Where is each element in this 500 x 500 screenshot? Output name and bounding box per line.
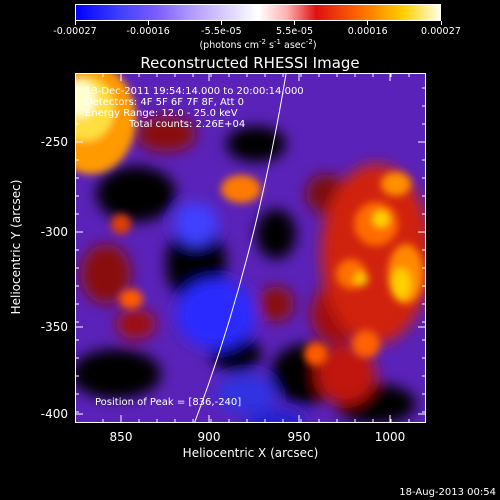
plot-title: Reconstructed RHESSI Image — [140, 54, 360, 72]
time-range-text: 13-Dec-2011 19:54:14.000 to 20:00:14.000 — [85, 86, 304, 97]
colorbar-tick — [220, 21, 222, 25]
colorbar-tick — [74, 21, 76, 25]
colorbar-tick-label: 0.00016 — [347, 26, 388, 37]
y-tick-label: -400 — [40, 407, 68, 421]
colorbar-tick — [440, 21, 442, 25]
x-tick-label: 850 — [109, 430, 133, 444]
colorbar-tick-label: 5.5e-05 — [276, 26, 314, 37]
colorbar-tick-label: -5.5e-05 — [201, 26, 242, 37]
colorbar-tick-label: 0.00027 — [421, 26, 461, 37]
y-tick-label: -300 — [40, 225, 68, 239]
total-counts-text: Total counts: 2.26E+04 — [129, 119, 246, 130]
colorbar-tick-label: -0.00016 — [126, 26, 170, 37]
colorbar — [75, 4, 441, 21]
colorbar-tick — [294, 21, 296, 25]
detectors-text: Detectors: 4F 5F 6F 7F 8F, Att 0 — [85, 97, 245, 108]
energy-range-text: Energy Range: 12.0 - 25.0 keV — [85, 108, 238, 119]
colorbar-tick-label: -0.00027 — [53, 26, 97, 37]
colorbar-unit-label: (photons cm-2 s-1 asec-2) — [199, 38, 317, 51]
x-axis-label: Heliocentric X (arcsec) — [182, 446, 319, 460]
y-tick-label: -250 — [40, 135, 68, 149]
rhessi-image-map — [76, 74, 425, 422]
image-plot-area — [75, 73, 426, 423]
footer-date: 18-Aug-2013 00:54 — [399, 487, 496, 498]
y-tick-label: -350 — [40, 320, 68, 334]
x-tick-label: 900 — [197, 430, 221, 444]
colorbar-tick — [147, 21, 149, 25]
x-tick-label: 1000 — [374, 430, 406, 444]
x-tick-label: 950 — [287, 430, 311, 444]
colorbar-tick — [367, 21, 369, 25]
peak-position-text: Position of Peak = [836,-240] — [95, 397, 242, 408]
